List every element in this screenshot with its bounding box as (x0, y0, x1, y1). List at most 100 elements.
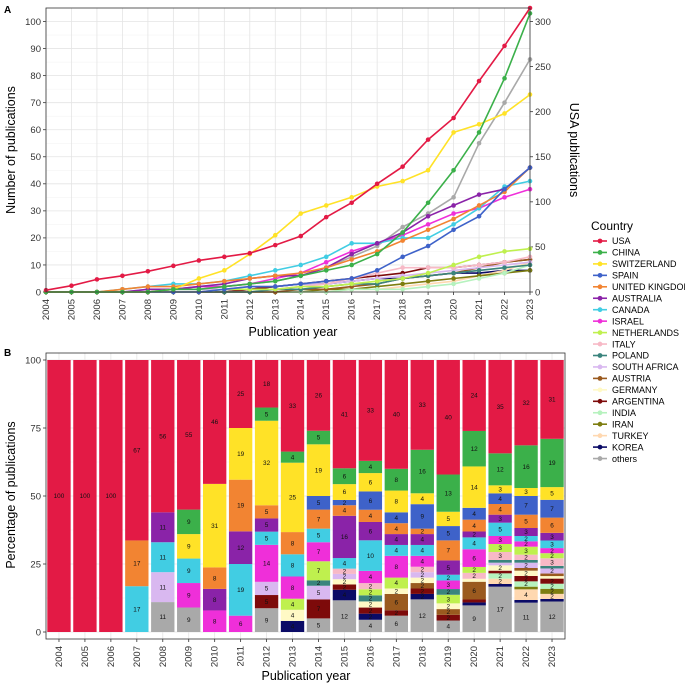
bar-segment-label: 2 (369, 596, 373, 603)
bar-segment-netherlands (488, 544, 512, 552)
bar-segment-label: 2 (524, 555, 528, 562)
bar-segment-austria (384, 593, 409, 611)
bar-segment-label: 5 (265, 586, 269, 593)
series-point-poland (476, 268, 482, 273)
series-point-netherlands (476, 254, 482, 260)
bar-segment-iran (540, 588, 564, 594)
bar-segment-label: 6 (239, 621, 243, 628)
bar-segment-label: 19 (237, 451, 245, 458)
bar-segment-label: 6 (395, 599, 399, 606)
series-point-switzerland (502, 111, 507, 116)
bar-segment-china (488, 453, 512, 486)
bar-segment-label: 6 (343, 489, 347, 496)
bar-segment-label: 56 (159, 433, 167, 440)
bar-segment-label: 3 (446, 582, 450, 589)
bar-segment-china (410, 449, 434, 494)
bar-segment-israel (254, 544, 279, 582)
bar-segment-united-kingdom (410, 528, 434, 535)
bar-segment-united-kingdom (514, 514, 538, 528)
series-point-australia (374, 241, 380, 246)
line-y-right-axis-title: USA publications (567, 103, 581, 198)
series-point-china (323, 268, 329, 273)
x-tick-label: 2006 (92, 299, 103, 320)
bar-segment-label: 2 (369, 602, 373, 609)
legend-label-poland: POLAND (612, 351, 650, 361)
series-point-china (476, 130, 482, 135)
y-tick-label: 70 (30, 98, 41, 109)
bar-segment-australia (436, 560, 460, 575)
bar-segment-others (358, 619, 383, 632)
x-tick-label: 2013 (270, 299, 281, 320)
bar-segment-switzerland (228, 428, 253, 480)
bar-segment-usa (358, 360, 383, 461)
bar-segment-label: 14 (263, 561, 271, 568)
bar-segment-others (462, 605, 486, 632)
bar-segment-label: 5 (317, 590, 321, 597)
bar-segment-usa (47, 360, 71, 632)
y-tick-label: 50 (30, 491, 41, 502)
legend-key-point-china (597, 250, 603, 255)
bar-segment-canada (436, 574, 460, 581)
bar-segment-united-kingdom (306, 509, 331, 529)
bar-segment-label: 6 (369, 498, 373, 505)
bar-segment-usa (125, 360, 149, 541)
x-tick-label: 2004 (41, 299, 52, 320)
series-point-usa (298, 233, 304, 239)
bar-segment-label: 2 (550, 553, 554, 560)
bar-segment-label: 5 (265, 599, 269, 606)
y-right-tick-label: 100 (535, 197, 551, 208)
bar-segment-label: 11 (159, 614, 166, 621)
bar-segment-germany (488, 565, 512, 571)
bar-segment-india (540, 583, 564, 589)
bar-segment-label: 26 (315, 393, 323, 400)
series-line-usa (45, 7, 531, 291)
bar-segment-canada (514, 536, 538, 542)
bar-segment-austria (410, 583, 434, 589)
x-tick-label: 2022 (521, 646, 532, 667)
bar-segment-italy (462, 572, 486, 579)
bar-segment-label: 5 (265, 535, 269, 542)
bar-segment-canada (332, 558, 357, 569)
bar-segment-label: 2 (343, 579, 347, 586)
x-tick-label: 2021 (495, 646, 506, 667)
bar-segment-canada (488, 522, 512, 536)
bar-segment-netherlands (306, 561, 331, 581)
bar-segment-switzerland (306, 444, 331, 496)
bar-segment-usa (280, 360, 305, 452)
bar-segment-india (514, 581, 538, 587)
legend-label-others: others (612, 454, 638, 464)
y-right-tick-label: 200 (535, 107, 551, 118)
bar-segment-label: 46 (211, 419, 219, 426)
bar-segment-label: 3 (550, 559, 554, 566)
bar-segment-united-kingdom (280, 532, 305, 555)
bar-segment-label: 3 (498, 516, 502, 523)
series-point-switzerland (298, 211, 304, 216)
bar-segment-label: 2 (498, 573, 502, 580)
bar-segment-germany (280, 609, 305, 621)
series-point-united-kingdom (247, 276, 253, 281)
series-point-switzerland (476, 122, 482, 127)
series-point-usa (145, 268, 151, 274)
bar-segment-germany (514, 570, 538, 576)
bar-segment-label: 3 (498, 537, 502, 544)
bar-segment-switzerland (358, 473, 383, 492)
bar-segment-israel (488, 536, 512, 544)
bar-segment-germany (436, 603, 460, 610)
bar-segment-label: 11 (159, 554, 166, 561)
bar-segment-label: 2 (420, 529, 424, 536)
bar-segment-label: 5 (524, 519, 528, 526)
x-tick-label: 2020 (449, 299, 460, 320)
bar-segment-label: 5 (550, 491, 554, 498)
bar-segment-united-kingdom (540, 517, 564, 533)
bar-segment-label: 14 (471, 484, 479, 491)
bar-segment-label: 4 (291, 454, 295, 461)
bar-segment-china (358, 460, 383, 474)
bar-segment-label: 4 (446, 623, 450, 630)
series-point-canada (298, 262, 304, 268)
series-point-usa (120, 273, 125, 279)
x-tick-label: 2013 (288, 646, 299, 667)
bar-segment-italy (540, 558, 564, 566)
bar-segment-canada (254, 531, 279, 545)
series-point-switzerland (400, 178, 405, 184)
